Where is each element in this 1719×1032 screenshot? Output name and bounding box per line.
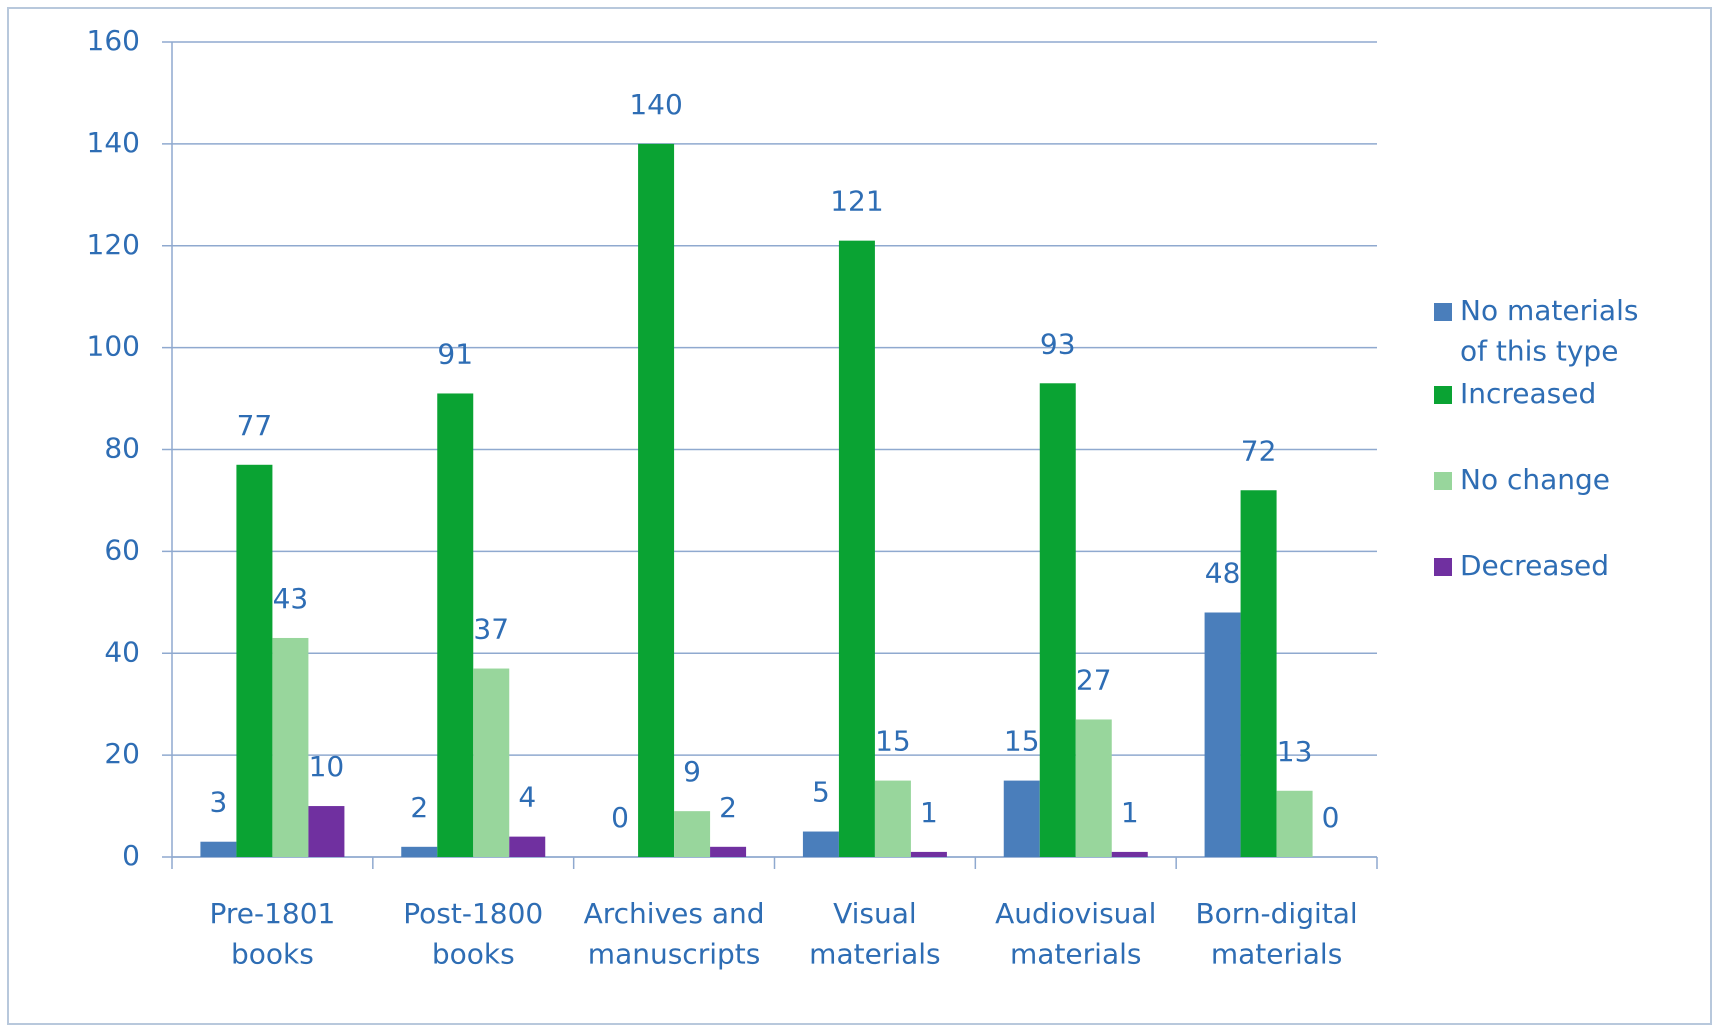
bar bbox=[1111, 851, 1148, 857]
bar bbox=[910, 851, 947, 857]
data-label: 72 bbox=[1241, 434, 1277, 467]
legend-label: No materials of this type bbox=[1460, 294, 1638, 368]
x-tick-label: Born-digital materials bbox=[1195, 897, 1357, 971]
data-label: 15 bbox=[1004, 725, 1040, 758]
y-tick-label: 0 bbox=[122, 839, 140, 872]
data-label: 9 bbox=[683, 755, 701, 788]
data-label: 0 bbox=[1322, 801, 1340, 834]
bar bbox=[1039, 383, 1076, 857]
bar bbox=[272, 637, 309, 857]
bar bbox=[674, 811, 711, 857]
bar bbox=[473, 668, 510, 857]
data-label: 0 bbox=[611, 801, 629, 834]
data-label: 13 bbox=[1277, 735, 1313, 768]
legend-swatch bbox=[1434, 558, 1452, 576]
y-tick-label: 140 bbox=[87, 126, 140, 159]
bar bbox=[308, 806, 345, 857]
data-label: 48 bbox=[1205, 557, 1241, 590]
bar bbox=[838, 240, 875, 857]
data-label: 2 bbox=[410, 791, 428, 824]
y-tick-label: 60 bbox=[104, 533, 140, 566]
bar bbox=[1075, 719, 1112, 857]
y-tick-label: 80 bbox=[104, 432, 140, 465]
data-label: 37 bbox=[473, 613, 509, 646]
bar bbox=[401, 846, 438, 857]
bar bbox=[437, 393, 474, 857]
data-label: 10 bbox=[309, 750, 345, 783]
bar bbox=[200, 841, 237, 857]
bar bbox=[509, 836, 546, 857]
legend-swatch bbox=[1434, 303, 1452, 321]
data-label: 3 bbox=[210, 786, 228, 819]
bar bbox=[874, 780, 911, 857]
y-tick-label: 40 bbox=[104, 635, 140, 668]
bar bbox=[1003, 780, 1040, 857]
data-label: 93 bbox=[1040, 327, 1076, 360]
bar bbox=[710, 846, 747, 857]
bar bbox=[638, 143, 675, 857]
y-tick-label: 20 bbox=[104, 737, 140, 770]
data-label: 27 bbox=[1076, 663, 1112, 696]
data-label: 15 bbox=[875, 725, 911, 758]
legend-label: No change bbox=[1460, 463, 1610, 496]
legend-swatch bbox=[1434, 386, 1452, 404]
x-tick-label: Archives and manuscripts bbox=[584, 897, 765, 971]
x-tick-label: Visual materials bbox=[809, 897, 940, 971]
y-tick-label: 160 bbox=[87, 24, 140, 57]
bar bbox=[1276, 790, 1313, 857]
bar bbox=[236, 464, 273, 857]
data-label: 5 bbox=[812, 776, 830, 809]
bar bbox=[802, 831, 839, 857]
legend-label: Decreased bbox=[1460, 549, 1609, 582]
bar bbox=[1240, 490, 1277, 857]
bar bbox=[1204, 612, 1241, 857]
x-tick-label: Post-1800 books bbox=[403, 897, 543, 971]
data-label: 43 bbox=[273, 582, 309, 615]
x-tick-label: Audiovisual materials bbox=[995, 897, 1156, 971]
legend-swatch bbox=[1434, 472, 1452, 490]
data-label: 140 bbox=[629, 88, 682, 121]
data-label: 4 bbox=[518, 781, 536, 814]
data-label: 2 bbox=[719, 791, 737, 824]
data-label: 1 bbox=[1121, 796, 1139, 829]
data-label: 1 bbox=[920, 796, 938, 829]
x-tick-label: Pre-1801 books bbox=[209, 897, 335, 971]
data-label: 91 bbox=[437, 337, 473, 370]
data-label: 77 bbox=[237, 409, 273, 442]
data-label: 121 bbox=[830, 185, 883, 218]
y-tick-label: 120 bbox=[87, 228, 140, 261]
y-tick-label: 100 bbox=[87, 330, 140, 363]
legend-label: Increased bbox=[1460, 377, 1596, 410]
